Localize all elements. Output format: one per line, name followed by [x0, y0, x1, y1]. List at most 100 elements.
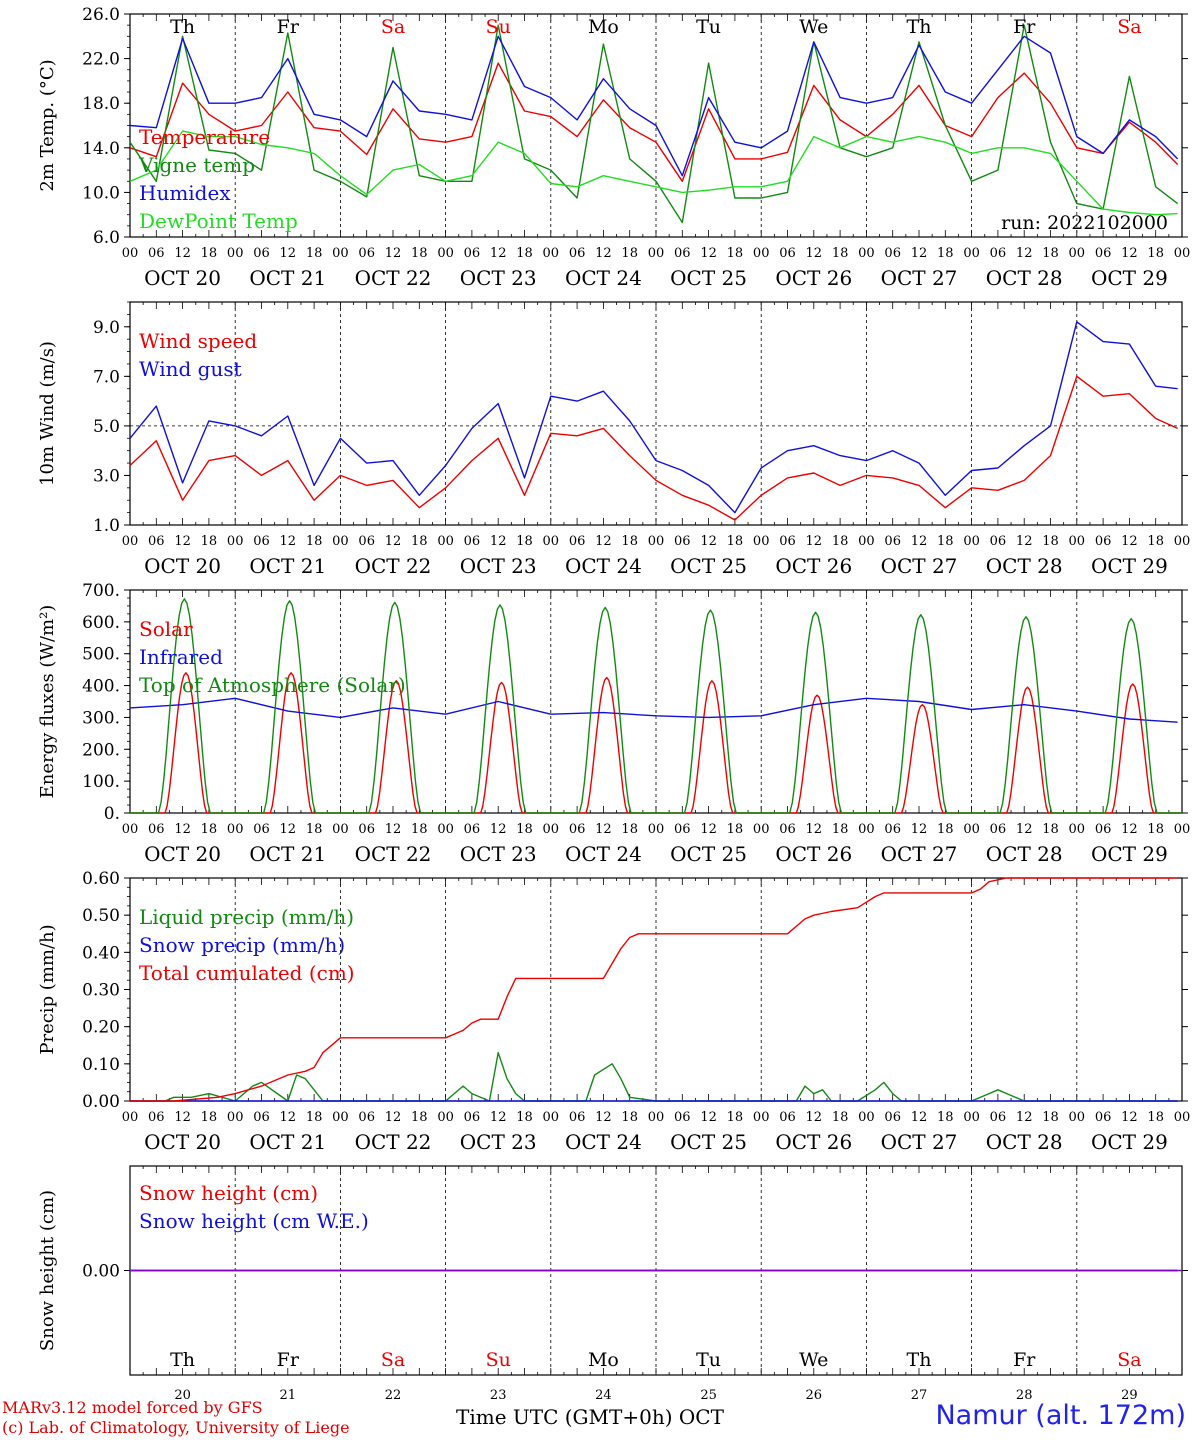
day-number-label: 22	[385, 1388, 402, 1403]
hour-tick-label: 06	[990, 534, 1007, 549]
hour-tick-label: 00	[437, 1110, 454, 1125]
hour-tick-label: 06	[884, 822, 901, 837]
y-tick-label: 200.	[82, 740, 120, 760]
date-label: OCT 26	[775, 1130, 852, 1154]
date-label: OCT 28	[986, 842, 1063, 866]
hour-tick-label: 18	[1147, 246, 1164, 261]
hour-tick-label: 00	[543, 246, 560, 261]
legend-entry: Snow height (cm W.E.)	[139, 1209, 369, 1233]
hour-tick-label: 06	[569, 822, 586, 837]
y-tick-label: 600.	[82, 613, 120, 633]
y-tick-label: 0.30	[82, 981, 120, 1001]
hour-tick-label: 18	[937, 246, 954, 261]
hour-tick-label: 06	[779, 822, 796, 837]
hour-tick-label: 18	[621, 1110, 638, 1125]
legend-entry: Solar	[139, 617, 193, 641]
date-label: OCT 27	[881, 554, 958, 578]
y-axis-label: Energy fluxes (W/m²)	[37, 605, 58, 799]
hour-tick-label: 12	[1016, 534, 1033, 549]
weekday-label-top: We	[799, 16, 828, 38]
hour-tick-label: 12	[385, 534, 402, 549]
legend-entry: Total cumulated (cm)	[139, 961, 355, 985]
legend-entry: Liquid precip (mm/h)	[139, 905, 354, 929]
y-tick-label: 400.	[82, 677, 120, 697]
hour-tick-label: 18	[516, 534, 533, 549]
hour-tick-label: 12	[174, 534, 191, 549]
hour-tick-label: 06	[464, 534, 481, 549]
hour-tick-label: 00	[858, 246, 875, 261]
hour-tick-label: 12	[911, 534, 928, 549]
hour-tick-label: 12	[490, 534, 507, 549]
date-label: OCT 24	[565, 266, 642, 290]
y-tick-label: 18.0	[82, 94, 120, 114]
hour-tick-label: 18	[1042, 822, 1059, 837]
hour-tick-label: 12	[385, 246, 402, 261]
hour-tick-label: 06	[253, 246, 270, 261]
hour-tick-label: 18	[201, 1110, 218, 1125]
date-label: OCT 23	[460, 842, 537, 866]
series-line	[129, 130, 1178, 216]
weekday-label-bottom: Mo	[588, 1349, 619, 1371]
hour-tick-label: 00	[332, 246, 349, 261]
hour-tick-label: 00	[1069, 1110, 1086, 1125]
hour-tick-label: 00	[332, 822, 349, 837]
hour-tick-label: 06	[569, 534, 586, 549]
hour-tick-label: 00	[1174, 1110, 1191, 1125]
hour-tick-label: 12	[385, 1110, 402, 1125]
y-axis-label: 10m Wind (m/s)	[37, 341, 58, 486]
hour-tick-label: 18	[306, 1110, 323, 1125]
hour-tick-label: 12	[280, 1110, 297, 1125]
weekday-label-bottom: Tu	[696, 1349, 721, 1371]
hour-tick-label: 00	[1174, 534, 1191, 549]
date-label: OCT 25	[670, 266, 747, 290]
weekday-label-bottom: Fr	[1013, 1349, 1036, 1371]
date-label: OCT 21	[249, 1130, 326, 1154]
hour-tick-label: 18	[727, 534, 744, 549]
panel-2	[124, 301, 1188, 526]
hour-tick-label: 06	[884, 1110, 901, 1125]
weekday-label-top: Fr	[277, 16, 300, 38]
legend-entry: Snow precip (mm/h)	[139, 933, 345, 957]
date-label: OCT 21	[249, 554, 326, 578]
date-label: OCT 29	[1091, 1130, 1168, 1154]
day-number-label: 20	[174, 1388, 191, 1403]
panel-frame	[129, 301, 1183, 526]
hour-tick-label: 00	[227, 246, 244, 261]
hour-tick-label: 12	[700, 822, 717, 837]
legend-entry: Snow height (cm)	[139, 1181, 318, 1205]
run-label: run: 2022102000	[1001, 212, 1168, 234]
hour-tick-label: 06	[990, 246, 1007, 261]
weekday-label-top: Th	[170, 16, 195, 38]
weekday-label-bottom: Su	[486, 1349, 511, 1371]
y-tick-label: 3.0	[93, 466, 120, 486]
legend-entry: Wind gust	[139, 357, 242, 381]
hour-tick-label: 18	[516, 246, 533, 261]
date-label: OCT 27	[881, 842, 958, 866]
legend-entry: DewPoint Temp	[139, 209, 298, 233]
hour-tick-label: 06	[148, 1110, 165, 1125]
hour-tick-label: 18	[201, 534, 218, 549]
y-tick-label: 5.0	[93, 417, 120, 437]
footer-station-name: Namur (alt. 172m)	[935, 1400, 1186, 1431]
hour-tick-label: 18	[621, 246, 638, 261]
weekday-label-bottom: Sa	[1117, 1349, 1141, 1371]
legend-entry: Temperature	[139, 125, 270, 149]
hour-tick-label: 18	[832, 246, 849, 261]
series-line	[130, 877, 1178, 1102]
y-tick-label: 700.	[82, 581, 120, 601]
weekday-label-bottom: Th	[907, 1349, 932, 1371]
day-number-label: 24	[595, 1388, 612, 1403]
date-label: OCT 21	[249, 266, 326, 290]
hour-tick-label: 12	[174, 822, 191, 837]
hour-tick-label: 18	[727, 1110, 744, 1125]
date-label: OCT 26	[775, 554, 852, 578]
hour-tick-label: 18	[1147, 534, 1164, 549]
hour-tick-label: 06	[1095, 1110, 1112, 1125]
hour-tick-label: 06	[779, 1110, 796, 1125]
hour-tick-label: 06	[990, 822, 1007, 837]
hour-tick-label: 00	[332, 1110, 349, 1125]
hour-tick-label: 00	[753, 1110, 770, 1125]
weekday-label-bottom: We	[799, 1349, 828, 1371]
legend-entry: Infrared	[139, 645, 223, 669]
